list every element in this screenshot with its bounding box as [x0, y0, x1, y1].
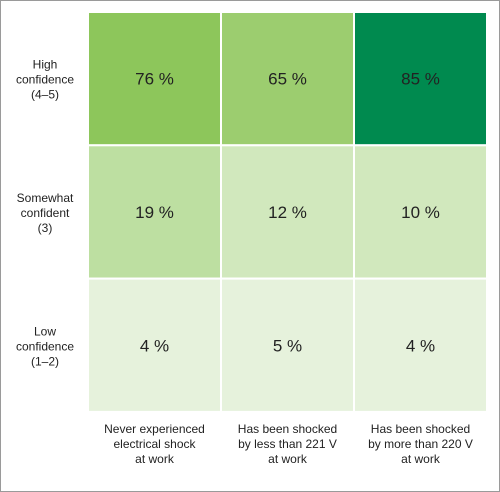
heatmap-cell-r1-c2 [353, 144, 488, 280]
cell-value-label-r2-c2: 4 % [406, 336, 435, 355]
heatmap-cell-r1-c0 [87, 144, 222, 280]
column-label-c2-line0: Has been shocked [371, 422, 470, 436]
column-label-c2-line1: by more than 220 V [368, 437, 473, 451]
column-label-c2-line2: at work [401, 452, 441, 466]
row-label-r0-line2: (4–5) [31, 88, 59, 102]
row-label-r0-line0: High [33, 58, 58, 72]
row-label-r0-line1: confidence [16, 73, 74, 87]
column-label-c1-line2: at work [268, 452, 308, 466]
cell-value-label-r0-c2: 85 % [401, 70, 440, 89]
heatmap-cell-r2-c0 [87, 277, 222, 413]
heatmap-cell-r0-c0 [87, 11, 222, 147]
column-label-c0-line2: at work [135, 452, 175, 466]
cell-value-label-r0-c0: 76 % [135, 70, 174, 89]
row-label-r1-line1: confident [21, 206, 70, 220]
cell-value-label-r2-c1: 5 % [273, 336, 302, 355]
row-label-r2-line0: Low [34, 324, 56, 338]
heatmap-cell-r0-c1 [220, 11, 355, 147]
cell-value-label-r1-c2: 10 % [401, 203, 440, 222]
row-label-r1-line0: Somewhat [17, 191, 74, 205]
cell-value-label-r0-c1: 65 % [268, 70, 307, 89]
cell-value-label-r1-c1: 12 % [268, 203, 307, 222]
column-label-c1-line1: by less than 221 V [238, 437, 337, 451]
column-label-c0-line1: electrical shock [113, 437, 196, 451]
column-label-c0-line0: Never experienced [104, 422, 205, 436]
column-label-c1-line0: Has been shocked [238, 422, 337, 436]
row-label-r1-line2: (3) [38, 221, 53, 235]
cell-value-label-r2-c0: 4 % [140, 336, 169, 355]
row-label-r2-line2: (1–2) [31, 354, 59, 368]
row-label-r2-line1: confidence [16, 339, 74, 353]
heatmap-cell-r2-c2 [353, 277, 488, 413]
heatmap-cell-r0-c2 [353, 11, 488, 147]
heatmap-cell-r2-c1 [220, 277, 355, 413]
cell-value-label-r1-c0: 19 % [135, 203, 174, 222]
